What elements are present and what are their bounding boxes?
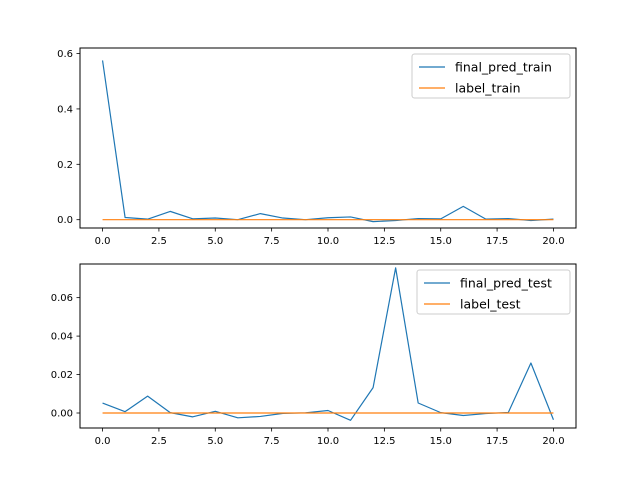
chart-0-y-tick-label: 0.0: [57, 215, 73, 226]
chart-1-x-tick-label: 10.0: [317, 436, 339, 447]
chart-0-series-final-pred-train: [101, 60, 554, 223]
chart-1-legend-label: final_pred_test: [460, 276, 552, 291]
chart-1-x-tick-label: 17.5: [486, 436, 508, 447]
chart-1-y-tick-label: 0.04: [51, 332, 73, 343]
chart-0-x-tick-label: 12.5: [373, 236, 395, 247]
top-axes: 0.0 2.5 5.0 7.5 10.0 12.5 15.0 17.5 20.0 0.0 0.2 0.…: [57, 47, 577, 247]
chart-0-legend-label: label_train: [455, 81, 521, 96]
chart-1-y-tick-label: 0.06: [51, 293, 73, 304]
chart-0-x-tick-label: 0.0: [95, 236, 111, 247]
chart-1-x-tick-label: 7.5: [264, 436, 280, 447]
chart-1-x-tick-label: 0.0: [95, 436, 111, 447]
chart-1-y-tick-label: 0.00: [51, 409, 73, 420]
chart-0-x-tick-label: 7.5: [264, 236, 280, 247]
chart-0-x-tick-label: 2.5: [151, 236, 167, 247]
chart-1-x-tick-label: 15.0: [430, 436, 452, 447]
chart-1-x-tick-label: 12.5: [373, 436, 395, 447]
chart-0-legend-label: final_pred_train: [455, 60, 552, 75]
chart-1-series-final-pred-test: [102, 267, 555, 421]
chart-1-legend: final_pred_test label_test: [416, 269, 571, 315]
chart-1-legend-box: [416, 269, 571, 315]
chart-0-x-tick-label: 17.5: [486, 236, 508, 247]
chart-1-x-tick-label: 2.5: [151, 436, 167, 447]
chart-0-y-tick-label: 0.4: [57, 104, 73, 115]
chart-0-y-tick-label: 0.2: [57, 160, 73, 171]
chart-0-y-tick-label: 0.6: [57, 49, 73, 60]
chart-0-legend: final_pred_train label_train: [411, 53, 571, 99]
chart-0-x-tick-label: 10.0: [317, 236, 339, 247]
chart-1-legend-label: label_test: [460, 297, 521, 312]
bottom-axes: 0.0 2.5 5.0 7.5 10.0 12.5 15.0 17.5 20.0 0.00 0.02…: [51, 263, 577, 447]
chart-1-x-tick-label: 20.0: [542, 436, 564, 447]
chart-0-x-tick-label: 5.0: [207, 236, 223, 247]
chart-0-x-tick-label: 15.0: [430, 236, 452, 247]
chart-0-x-tick-label: 20.0: [542, 236, 564, 247]
chart-1-y-tick-label: 0.02: [51, 370, 73, 381]
chart-1-x-tick-label: 5.0: [207, 436, 223, 447]
chart-0-legend-box: [411, 53, 571, 99]
